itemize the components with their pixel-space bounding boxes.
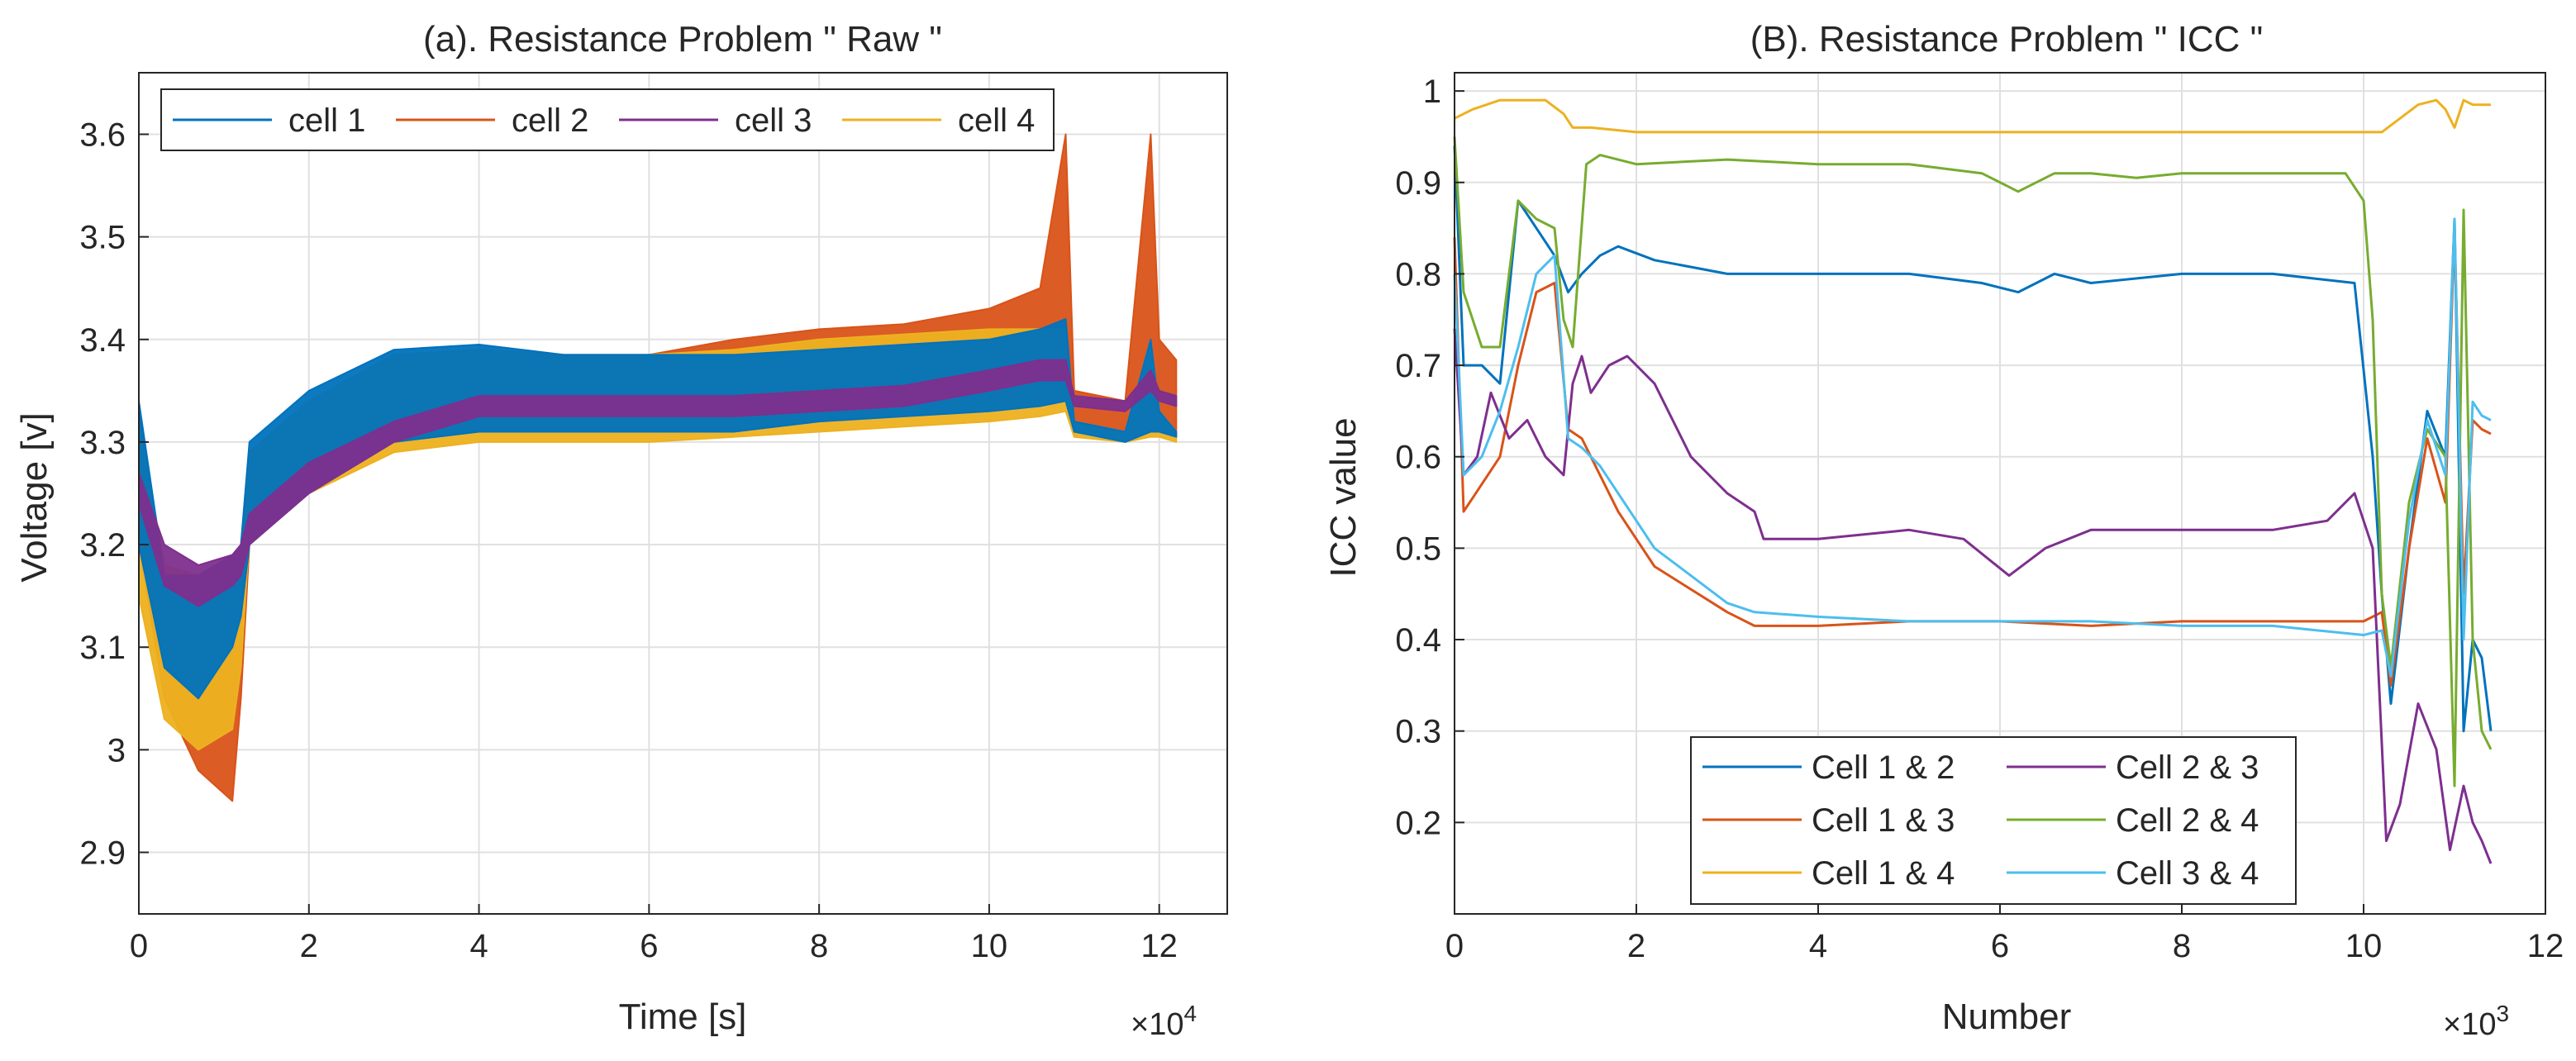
y-tick-label-b: 0.8 bbox=[1395, 256, 1441, 293]
x-tick-label-b: 6 bbox=[1991, 928, 2009, 964]
y-tick-label-b: 0.2 bbox=[1395, 805, 1441, 841]
series-line-Cell-2-3 bbox=[1453, 328, 2493, 864]
y-tick-label-b: 0.4 bbox=[1395, 622, 1441, 659]
legend-label-b: Cell 2 & 3 bbox=[2116, 749, 2259, 786]
x-tick-label-a: 10 bbox=[971, 928, 1008, 964]
x-tick-label-b: 8 bbox=[2173, 928, 2191, 964]
x-tick-label-a: 2 bbox=[300, 928, 318, 964]
legend-label-a: cell 3 bbox=[735, 102, 812, 139]
y-tick-label-b: 0.6 bbox=[1395, 440, 1441, 476]
legend-label-a: cell 4 bbox=[958, 102, 1035, 139]
chart-title-b: (B). Resistance Problem " ICC " bbox=[1750, 19, 2264, 59]
x-tick-label-b: 0 bbox=[1445, 928, 1464, 964]
y-tick-label-a: 2.9 bbox=[79, 835, 126, 872]
x-exponent-base-a: ×10 bbox=[1131, 1007, 1183, 1042]
y-axis-label-a: Voltage [v] bbox=[14, 412, 55, 582]
series-band-cell-3 bbox=[138, 359, 1178, 607]
y-tick-label-a: 3.3 bbox=[79, 425, 126, 461]
axes-box-a bbox=[138, 72, 1228, 915]
series-line-Cell-2-4 bbox=[1453, 136, 2493, 787]
y-tick-label-b: 0.7 bbox=[1395, 348, 1441, 384]
x-axis-label-b: Number bbox=[1942, 997, 2072, 1037]
legend-label-b: Cell 3 & 4 bbox=[2116, 855, 2259, 892]
legend-label-a: cell 1 bbox=[288, 102, 365, 139]
y-tick-label-a: 3.1 bbox=[79, 630, 126, 666]
y-tick-label-a: 3.4 bbox=[79, 322, 126, 359]
x-axis-label-a: Time [s] bbox=[619, 997, 747, 1037]
legend-label-b: Cell 1 & 3 bbox=[1812, 802, 1955, 839]
x-tick-label-a: 12 bbox=[1140, 928, 1178, 964]
y-axis-label-b: ICC value bbox=[1323, 417, 1364, 577]
x-exponent-base-b: ×10 bbox=[2443, 1007, 2496, 1042]
x-tick-label-a: 4 bbox=[469, 928, 488, 964]
x-tick-label-a: 0 bbox=[130, 928, 148, 964]
x-tick-label-b: 12 bbox=[2527, 928, 2564, 964]
chart-title-a: (a). Resistance Problem " Raw " bbox=[423, 19, 942, 59]
legend-a: cell 1 cell 2 cell 3 cell 4 bbox=[160, 88, 1055, 151]
y-tick-label-b: 0.3 bbox=[1395, 714, 1441, 750]
x-tick-label-a: 8 bbox=[810, 928, 828, 964]
legend-label-a: cell 2 bbox=[512, 102, 588, 139]
x-exponent-a: ×104 bbox=[1131, 1001, 1197, 1042]
y-tick-label-a: 3.5 bbox=[79, 220, 126, 256]
ticks-a: 0 2 4 6 8 10 12 2.9 3 3.1 3.2 3.3 3.4 3.5 3.6 bbox=[79, 117, 1178, 964]
series-line-Cell-3-4 bbox=[1453, 217, 2492, 678]
y-tick-label-a: 3.6 bbox=[79, 117, 126, 153]
x-tick-label-a: 6 bbox=[640, 928, 658, 964]
x-exponent-power-b: 3 bbox=[2496, 1001, 2509, 1026]
x-exponent-b: ×103 bbox=[2443, 1001, 2509, 1042]
y-tick-label-a: 3.2 bbox=[79, 527, 126, 564]
x-tick-label-b: 10 bbox=[2345, 928, 2383, 964]
x-tick-label-b: 2 bbox=[1627, 928, 1645, 964]
legend-label-b: Cell 2 & 4 bbox=[2116, 802, 2259, 839]
series-layer-a bbox=[138, 133, 1178, 802]
panel-icc: 0 2 4 6 8 10 12 0.2 0.3 0.4 0.5 0.6 0.7 0.8 0.9 1 (B). … bbox=[1323, 19, 2564, 1042]
legend-label-b: Cell 1 & 2 bbox=[1812, 749, 1955, 786]
series-layer-b bbox=[1453, 98, 2493, 864]
series-line-Cell-1-2 bbox=[1453, 145, 2493, 733]
ticks-b: 0 2 4 6 8 10 12 0.2 0.3 0.4 0.5 0.6 0.7 0.8 0.9 1 bbox=[1395, 74, 2564, 964]
x-tick-label-b: 4 bbox=[1809, 928, 1827, 964]
legend-b: Cell 1 & 2 Cell 2 & 3 Cell 1 & 3 Cell 2 & 4… bbox=[1690, 736, 2297, 905]
y-tick-label-b: 1 bbox=[1423, 74, 1441, 110]
y-tick-label-a: 3 bbox=[107, 732, 126, 768]
panel-raw-voltage: 0 2 4 6 8 10 12 2.9 3 3.1 3.2 3.3 3.4 3.5 3.6 (a). Res… bbox=[14, 19, 1228, 1042]
series-line-Cell-1-4 bbox=[1454, 98, 2491, 134]
x-exponent-power-a: 4 bbox=[1183, 1001, 1197, 1026]
legend-label-b: Cell 1 & 4 bbox=[1812, 855, 1955, 892]
y-tick-label-b: 0.5 bbox=[1395, 530, 1441, 567]
y-tick-label-b: 0.9 bbox=[1395, 165, 1441, 202]
